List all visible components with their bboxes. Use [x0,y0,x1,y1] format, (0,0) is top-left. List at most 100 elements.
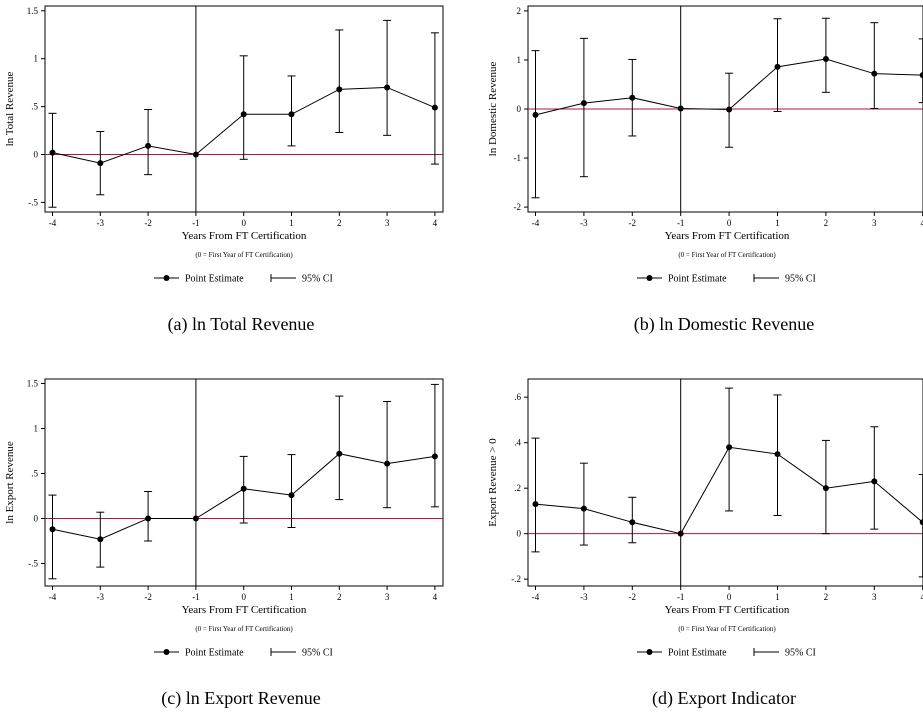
data-point [580,100,587,107]
x-axis-title: Years From FT Certification [665,230,790,242]
y-tick-label: .6 [514,392,521,402]
x-axis-note: (0 = First Year of FT Certification) [195,625,293,633]
x-tick-label: 1 [289,218,294,228]
x-tick-label: -1 [677,592,685,602]
x-tick-label: 1 [775,218,780,228]
data-point [677,105,684,112]
y-axis-title: Export Revenue > 0 [487,438,499,527]
data-point [240,111,247,118]
x-tick-label: -1 [677,218,685,228]
x-tick-label: 0 [727,218,732,228]
x-tick-label: -4 [49,592,57,602]
data-point [822,485,829,492]
data-point [288,111,295,118]
x-tick-label: 4 [433,218,438,228]
data-point [822,55,829,62]
x-tick-label: 3 [872,218,877,228]
x-tick-label: -1 [192,592,200,602]
y-tick-label: 2 [517,6,522,16]
data-point [240,485,247,492]
data-point [145,142,152,149]
chart-panel-4: -.2 0 .2 .4 .6 -4 -3 -2 -1 0 1 2 3 4 Export Revenue > … [487,378,923,709]
legend-point-marker [163,649,170,655]
legend-point-label: Point Estimate [185,648,244,659]
x-axis-title: Years From FT Certification [665,604,790,616]
data-point [384,460,391,467]
y-axis-title: ln Export Revenue [4,441,16,524]
x-tick-label: 4 [920,592,923,602]
data-point [97,536,104,543]
data-point [532,111,539,118]
data-point [336,450,343,457]
chart-panel-2: -2 -1 0 1 2 -4 -3 -2 -1 0 1 2 3 4 ln Domestic Revenue Y… [487,5,923,335]
legend-point-label: Point Estimate [668,274,727,285]
x-tick-label: 4 [433,592,438,602]
legend-ci-label: 95% CI [302,648,333,659]
y-axis-title: ln Total Revenue [4,71,16,146]
data-point [431,104,438,111]
y-tick-label: 1 [34,54,39,64]
x-tick-label: -4 [532,592,540,602]
data-point [580,505,587,512]
data-point [871,478,878,485]
y-tick-label: .4 [514,438,521,448]
data-point [49,149,56,156]
x-tick-label: 0 [241,218,246,228]
y-tick-label: 0 [517,529,522,539]
x-tick-label: -2 [629,218,637,228]
x-tick-label: 0 [241,592,246,602]
data-point [774,63,781,70]
data-point [192,151,199,158]
x-tick-label: 1 [289,592,294,602]
x-tick-label: -1 [192,218,200,228]
data-point [49,526,56,533]
data-point [97,160,104,167]
y-tick-label: 0 [517,104,522,114]
x-tick-label: -2 [144,592,152,602]
x-tick-label: 0 [727,592,732,602]
data-point [288,492,295,499]
data-point [629,94,636,101]
y-tick-label: 1.5 [27,6,39,16]
legend-point-marker [163,275,170,281]
legend-ci-label: 95% CI [785,648,816,659]
legend-ci-label: 95% CI [785,274,816,285]
x-tick-label: 3 [385,218,390,228]
x-tick-label: -3 [97,218,105,228]
x-tick-label: -4 [532,218,540,228]
x-axis-note: (0 = First Year of FT Certification) [195,251,293,259]
data-point [919,519,923,526]
x-tick-label: -4 [49,218,57,228]
data-point [726,444,733,451]
x-tick-label: 3 [872,592,877,602]
y-axis-title: ln Domestic Revenue [487,62,499,157]
legend-point-marker [646,275,653,281]
data-point [774,451,781,458]
x-tick-label: 3 [385,592,390,602]
data-point [726,106,733,113]
x-tick-label: -2 [144,218,152,228]
y-tick-label: 0 [34,514,39,524]
panel-caption: (d) Export Indicator [652,688,796,709]
y-tick-label: 0 [34,150,39,160]
x-tick-label: 2 [337,592,342,602]
y-tick-label: .2 [514,483,521,493]
plot-frame [527,378,923,587]
x-tick-label: -3 [580,592,588,602]
x-tick-label: 2 [824,218,829,228]
x-axis-note: (0 = First Year of FT Certification) [678,251,776,259]
legend-point-label: Point Estimate [668,648,727,659]
data-point [336,86,343,93]
x-axis-note: (0 = First Year of FT Certification) [678,625,776,633]
data-point [532,501,539,508]
x-tick-label: 2 [337,218,342,228]
x-tick-label: -2 [629,592,637,602]
legend-point-marker [646,649,653,655]
y-tick-label: 1 [34,424,39,434]
data-point [871,70,878,77]
data-point [431,453,438,460]
chart-panel-3: -.5 0 .5 1 1.5 -4 -3 -2 -1 0 1 2 3 4 ln Export Revenue… [4,378,444,709]
x-tick-label: -3 [580,218,588,228]
data-point [192,515,199,522]
y-tick-label: .5 [31,102,38,112]
